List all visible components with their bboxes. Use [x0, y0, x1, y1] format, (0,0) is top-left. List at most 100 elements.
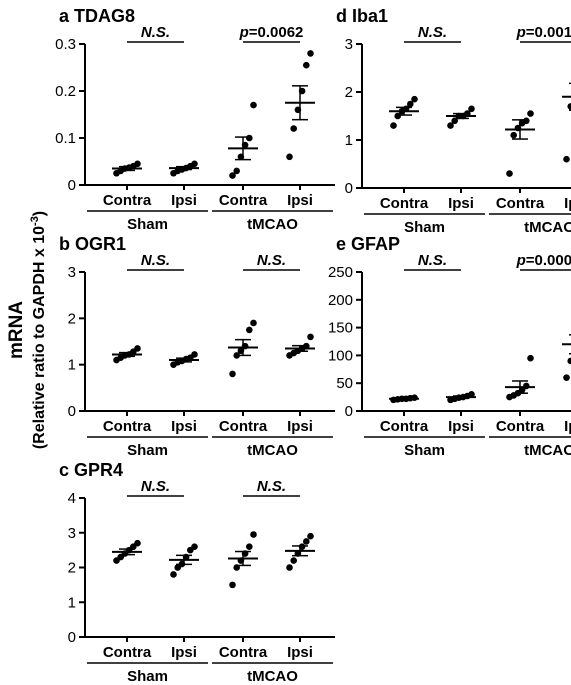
- panel-gene-name: OGR1: [75, 234, 126, 254]
- x-category-label: Contra: [219, 418, 268, 435]
- ns-label: N.S.: [141, 478, 170, 495]
- data-point: [567, 357, 571, 365]
- x-category-label: Ipsi: [448, 195, 474, 212]
- data-point: [303, 61, 310, 69]
- y-tick-label: 1: [345, 132, 353, 149]
- panel-gene-name: Iba1: [352, 6, 388, 26]
- y-axis-label-sub-suffix: ): [31, 211, 48, 216]
- y-tick-label: 1: [68, 357, 76, 374]
- data-point: [407, 100, 414, 108]
- p-symbol: p: [516, 24, 526, 41]
- y-tick-label: 0: [68, 177, 76, 194]
- data-point: [563, 155, 570, 163]
- y-axis-label-sub: (Relative ratio to GAPDH x 10-3): [29, 211, 48, 449]
- y-tick-label: 50: [336, 375, 353, 392]
- comparison-label: p=0.0014: [516, 24, 571, 41]
- panel-letter: e: [336, 234, 351, 254]
- data-point: [307, 333, 314, 341]
- panel-letter: a: [59, 6, 74, 26]
- panel-e: e GFAP 0 50 100 150 200 250 Contra Ipsi Contra Ips…: [328, 234, 571, 459]
- group-label: tMCAO: [247, 216, 298, 233]
- data-point: [303, 538, 310, 545]
- x-category-label: Contra: [496, 195, 545, 212]
- group-label: tMCAO: [524, 442, 571, 459]
- data-point: [134, 539, 141, 547]
- y-tick-label: 2: [68, 310, 76, 327]
- x-category-label: Contra: [219, 644, 268, 661]
- x-category-label: Contra: [380, 418, 429, 435]
- data-point: [229, 172, 236, 179]
- group-label: tMCAO: [247, 668, 298, 685]
- y-axis-label-sub-exponent: -3: [29, 216, 41, 226]
- x-category-label: Ipsi: [448, 418, 474, 435]
- y-tick-label: 0.1: [55, 130, 76, 147]
- comparison-label: N.S.: [141, 252, 170, 269]
- p-value: =0.0014: [526, 24, 571, 41]
- data-point: [567, 103, 571, 110]
- data-point: [411, 95, 418, 103]
- y-tick-label: 0: [345, 403, 353, 420]
- p-symbol: p: [239, 24, 249, 41]
- x-category-label: Ipsi: [287, 418, 313, 435]
- ns-label: N.S.: [418, 252, 447, 269]
- panel-gene-name: GFAP: [351, 234, 400, 254]
- data-point: [411, 394, 418, 401]
- comparison-label: N.S.: [418, 24, 447, 41]
- group-label: Sham: [404, 219, 445, 236]
- comparison-label: N.S.: [257, 478, 286, 495]
- data-point: [506, 170, 513, 177]
- data-point: [250, 531, 257, 538]
- ns-label: N.S.: [257, 478, 286, 495]
- data-point: [286, 153, 293, 161]
- data-point: [134, 160, 141, 168]
- panel-title: e GFAP: [336, 234, 400, 254]
- x-category-label: Ipsi: [171, 418, 197, 435]
- panel-d: d Iba10123ContraIpsiContraIpsiShamtMCAON…: [336, 6, 571, 236]
- group-label: Sham: [404, 442, 445, 459]
- panel-title: b OGR1: [59, 234, 126, 254]
- panel-title: d Iba1: [336, 6, 388, 26]
- x-category-label: Ipsi: [564, 418, 571, 435]
- data-point: [229, 581, 236, 589]
- ns-label: N.S.: [141, 252, 170, 269]
- data-point: [307, 532, 314, 540]
- data-point: [246, 326, 253, 334]
- x-category-label: Ipsi: [287, 192, 313, 209]
- shared-y-axis-label: mRNA (Relative ratio to GAPDH x 10-3): [6, 211, 48, 449]
- comparison-label: p=0.0002: [516, 252, 571, 269]
- data-point: [290, 557, 298, 564]
- y-tick-label: 0.3: [55, 36, 76, 53]
- data-point: [170, 571, 177, 578]
- p-value: =0.0062: [249, 24, 304, 41]
- y-tick-label: 0: [68, 629, 76, 646]
- data-point: [447, 122, 454, 129]
- y-axis-label-main: mRNA: [6, 301, 27, 359]
- group-label: Sham: [127, 668, 168, 685]
- data-point: [527, 110, 534, 117]
- data-point: [286, 564, 293, 571]
- panel-letter: b: [59, 234, 75, 254]
- x-category-label: Ipsi: [287, 644, 313, 661]
- ns-label: N.S.: [257, 252, 286, 269]
- y-axis-label-sub-prefix: (Relative ratio to GAPDH x 10: [31, 226, 48, 449]
- data-point: [229, 370, 236, 378]
- data-point: [510, 131, 517, 139]
- ns-label: N.S.: [141, 24, 170, 41]
- data-point: [191, 160, 198, 168]
- x-category-label: Contra: [103, 418, 152, 435]
- p-symbol: p: [516, 252, 526, 269]
- p-value: =0.0002: [526, 252, 571, 269]
- x-category-label: Contra: [380, 195, 429, 212]
- comparison-label: N.S.: [257, 252, 286, 269]
- data-point: [527, 354, 534, 362]
- panel-title: c GPR4: [59, 460, 123, 480]
- x-category-label: Contra: [103, 192, 152, 209]
- y-tick-label: 0: [68, 403, 76, 420]
- group-label: tMCAO: [524, 219, 571, 236]
- x-category-label: Ipsi: [171, 644, 197, 661]
- data-point: [523, 382, 530, 390]
- y-tick-label: 0: [345, 180, 353, 197]
- y-tick-label: 3: [345, 36, 353, 53]
